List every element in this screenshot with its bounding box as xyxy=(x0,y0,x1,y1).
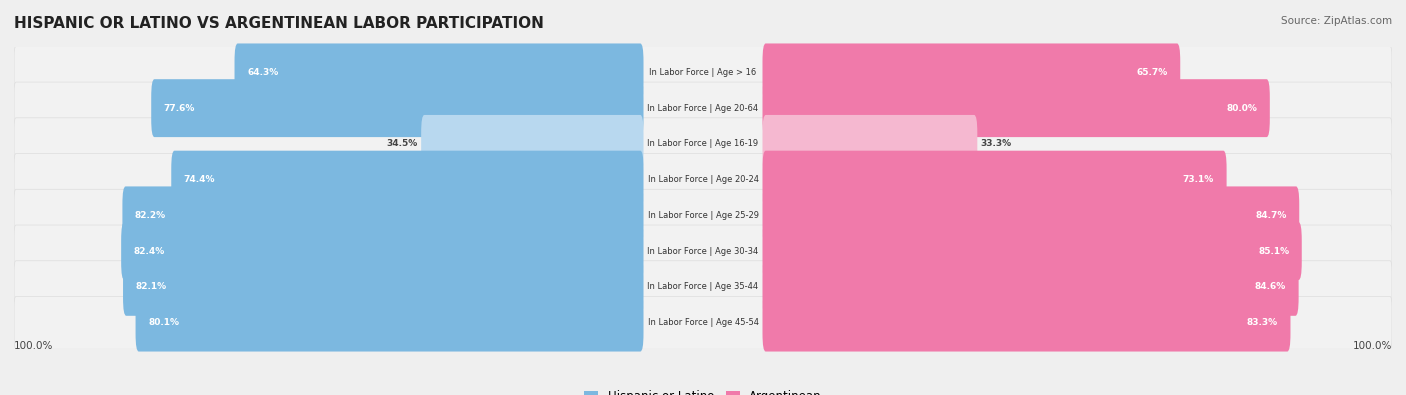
FancyBboxPatch shape xyxy=(122,186,644,245)
FancyBboxPatch shape xyxy=(762,115,977,173)
FancyBboxPatch shape xyxy=(14,154,1392,206)
FancyBboxPatch shape xyxy=(14,225,1392,277)
Text: 73.1%: 73.1% xyxy=(1182,175,1213,184)
Text: In Labor Force | Age 30-34: In Labor Force | Age 30-34 xyxy=(647,246,759,256)
FancyBboxPatch shape xyxy=(762,258,1299,316)
FancyBboxPatch shape xyxy=(762,222,1302,280)
Text: In Labor Force | Age 45-54: In Labor Force | Age 45-54 xyxy=(648,318,758,327)
Text: HISPANIC OR LATINO VS ARGENTINEAN LABOR PARTICIPATION: HISPANIC OR LATINO VS ARGENTINEAN LABOR … xyxy=(14,16,544,31)
Text: 64.3%: 64.3% xyxy=(247,68,278,77)
FancyBboxPatch shape xyxy=(422,115,644,173)
Text: 74.4%: 74.4% xyxy=(184,175,215,184)
Text: Source: ZipAtlas.com: Source: ZipAtlas.com xyxy=(1281,16,1392,26)
FancyBboxPatch shape xyxy=(124,258,644,316)
Text: 33.3%: 33.3% xyxy=(980,139,1011,149)
FancyBboxPatch shape xyxy=(14,118,1392,170)
Text: 82.2%: 82.2% xyxy=(135,211,166,220)
FancyBboxPatch shape xyxy=(762,293,1291,352)
Text: 82.1%: 82.1% xyxy=(135,282,167,292)
FancyBboxPatch shape xyxy=(762,150,1226,209)
Text: In Labor Force | Age 20-24: In Labor Force | Age 20-24 xyxy=(648,175,758,184)
Text: In Labor Force | Age 25-29: In Labor Force | Age 25-29 xyxy=(648,211,758,220)
Text: In Labor Force | Age 16-19: In Labor Force | Age 16-19 xyxy=(647,139,759,149)
Text: 100.0%: 100.0% xyxy=(14,341,53,351)
Text: 80.1%: 80.1% xyxy=(148,318,179,327)
FancyBboxPatch shape xyxy=(121,222,644,280)
Text: 100.0%: 100.0% xyxy=(1353,341,1392,351)
FancyBboxPatch shape xyxy=(135,293,644,352)
Text: In Labor Force | Age 20-64: In Labor Force | Age 20-64 xyxy=(647,103,759,113)
FancyBboxPatch shape xyxy=(14,189,1392,241)
FancyBboxPatch shape xyxy=(762,43,1180,102)
FancyBboxPatch shape xyxy=(14,46,1392,98)
FancyBboxPatch shape xyxy=(762,79,1270,137)
Text: 83.3%: 83.3% xyxy=(1247,318,1278,327)
FancyBboxPatch shape xyxy=(14,82,1392,134)
FancyBboxPatch shape xyxy=(14,297,1392,349)
Text: 77.6%: 77.6% xyxy=(163,103,195,113)
Text: 34.5%: 34.5% xyxy=(387,139,418,149)
FancyBboxPatch shape xyxy=(152,79,644,137)
FancyBboxPatch shape xyxy=(235,43,644,102)
Text: In Labor Force | Age > 16: In Labor Force | Age > 16 xyxy=(650,68,756,77)
Text: 84.6%: 84.6% xyxy=(1254,282,1286,292)
Text: 82.4%: 82.4% xyxy=(134,246,165,256)
Text: 84.7%: 84.7% xyxy=(1256,211,1286,220)
FancyBboxPatch shape xyxy=(762,186,1299,245)
FancyBboxPatch shape xyxy=(14,261,1392,313)
Text: 65.7%: 65.7% xyxy=(1136,68,1168,77)
FancyBboxPatch shape xyxy=(172,150,644,209)
Legend: Hispanic or Latino, Argentinean: Hispanic or Latino, Argentinean xyxy=(579,385,827,395)
Text: In Labor Force | Age 35-44: In Labor Force | Age 35-44 xyxy=(647,282,759,292)
Text: 85.1%: 85.1% xyxy=(1258,246,1289,256)
Text: 80.0%: 80.0% xyxy=(1226,103,1257,113)
